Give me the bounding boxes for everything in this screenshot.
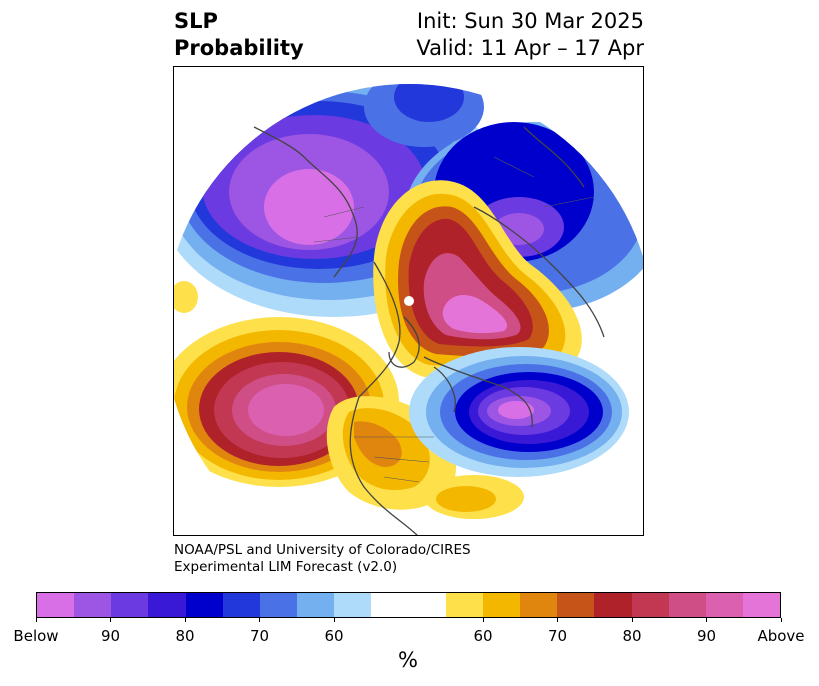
- credit: NOAA/PSL and University of Colorado/CIRE…: [174, 542, 471, 576]
- colorbar-segment: [557, 593, 595, 617]
- colorbar-tick-mark: [780, 618, 782, 622]
- colorbar-tick-mark: [482, 618, 484, 622]
- coastlines: [253, 126, 605, 535]
- colorbar-tick-label: 70: [547, 627, 568, 645]
- variable-line1: SLP: [174, 9, 218, 33]
- region-arctic-above: [373, 180, 582, 379]
- region-edge-above: [174, 281, 198, 313]
- colorbar-segment: [185, 593, 223, 617]
- credit-line2: Experimental LIM Forecast (v2.0): [174, 559, 398, 575]
- colorbar-tick-label: 80: [175, 627, 195, 645]
- colorbar-segment: [520, 593, 558, 617]
- colorbar-segment: [631, 593, 669, 617]
- colorbar-segment: [668, 593, 706, 617]
- colorbar-tick-mark: [110, 618, 111, 622]
- colorbar-segment: [74, 593, 112, 617]
- political-borders: [313, 156, 595, 483]
- colorbar-segment: [222, 593, 260, 617]
- colorbar-tick-mark: [184, 618, 186, 622]
- credit-line1: NOAA/PSL and University of Colorado/CIRE…: [174, 542, 471, 558]
- colorbar-tick-label: 80: [622, 627, 642, 645]
- colorbar-segment: [297, 593, 335, 617]
- colorbar-segment: [705, 593, 743, 617]
- colorbar-tick-mark: [557, 618, 558, 622]
- colorbar-segment: [742, 593, 781, 617]
- date-title: Init: Sun 30 Mar 2025 Valid: 11 Apr – 17…: [416, 8, 644, 62]
- colorbar-tick-mark: [333, 618, 335, 622]
- colorbar-unit: %: [398, 648, 418, 672]
- colorbar-segment: [594, 593, 632, 617]
- colorbar-segment: [37, 593, 75, 617]
- colorbar-tick-mark: [706, 618, 707, 622]
- variable-line2: Probability: [174, 36, 304, 60]
- colorbar-segment: [445, 593, 483, 617]
- colorbar-segment: [334, 593, 372, 617]
- init-date: Init: Sun 30 Mar 2025: [416, 9, 644, 33]
- colorbar-tick-mark: [631, 618, 633, 622]
- colorbar-tick-label: 90: [100, 627, 121, 645]
- colorbar-tick-mark: [35, 618, 37, 622]
- colorbar-tick-mark: [259, 618, 260, 622]
- colorbar-segment: [148, 593, 186, 617]
- colorbar-segment: [371, 593, 409, 617]
- colorbar-tick-label: 90: [696, 627, 717, 645]
- colorbar: [36, 592, 781, 618]
- colorbar-tick-label: 60: [324, 627, 344, 645]
- colorbar-segment: [408, 593, 446, 617]
- variable-title: SLP Probability: [174, 8, 304, 62]
- colorbar-tick-label: Below: [13, 627, 59, 645]
- colorbar-segment: [259, 593, 298, 617]
- probability-map: [173, 66, 644, 536]
- probability-field: [174, 84, 643, 535]
- colorbar-tick-label: 60: [473, 627, 493, 645]
- colorbar-segment: [111, 593, 149, 617]
- colorbar-segment: [482, 593, 521, 617]
- colorbar-tick-label: Above: [757, 627, 805, 645]
- valid-range: Valid: 11 Apr – 17 Apr: [416, 36, 644, 60]
- region-atlantic-below: [409, 347, 629, 477]
- probability-map-svg: [174, 84, 643, 535]
- colorbar-tick-label: 70: [249, 627, 270, 645]
